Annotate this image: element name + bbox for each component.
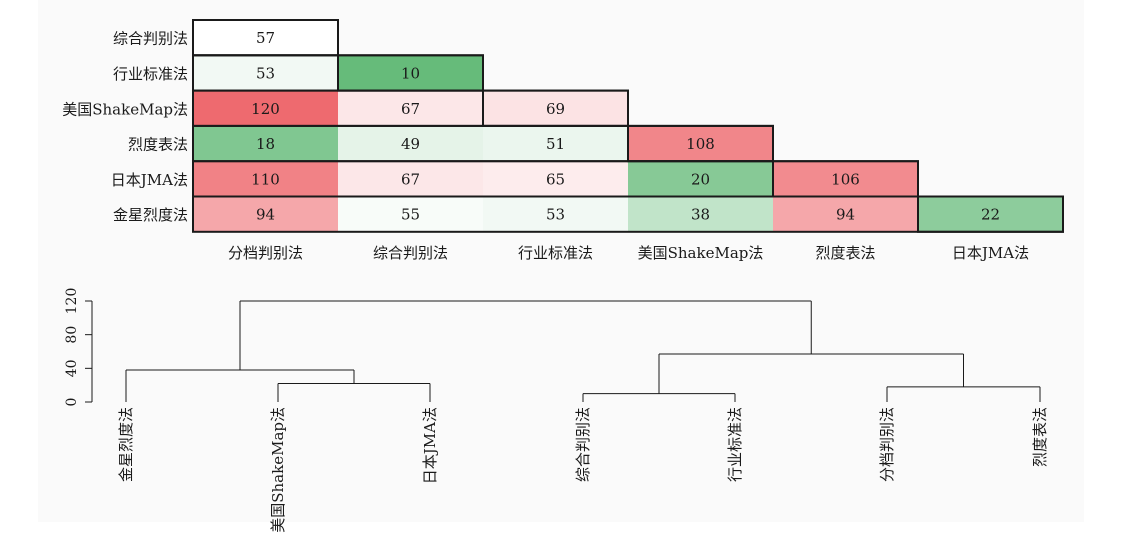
- leaf-label: 烈度表法: [1031, 407, 1049, 467]
- heatmap: 综合判别法 57 行业标准法 53 10 美国ShakeMap法 120 67 69 烈度表法 18…: [62, 19, 1064, 262]
- cell-value: 94: [256, 206, 275, 224]
- heatmap-cell: [193, 55, 338, 91]
- heatmap-cell: [193, 20, 338, 56]
- cell-value: 120: [251, 100, 280, 118]
- leaf-label: 分档判别法: [878, 407, 896, 482]
- cell-value: 22: [981, 206, 1000, 224]
- cell-value: 53: [546, 206, 565, 224]
- leaf-label: 日本JMA法: [421, 407, 439, 484]
- heatmap-cell: [483, 196, 628, 232]
- cell-value: 67: [401, 100, 420, 118]
- diagonal-cell-border: [917, 195, 1064, 233]
- cell-value: 65: [546, 170, 565, 188]
- heatmap-cell: [338, 196, 483, 232]
- heatmap-cell: [338, 90, 483, 126]
- y-tick-label: 80: [64, 326, 80, 344]
- cell-value: 53: [256, 64, 275, 82]
- leaf-label: 行业标准法: [726, 407, 744, 482]
- row-label: 综合判别法: [113, 30, 188, 48]
- cell-value: 94: [836, 206, 855, 224]
- cell-value: 57: [256, 29, 275, 47]
- cell-value: 38: [691, 206, 710, 224]
- heatmap-cell: [483, 90, 628, 126]
- heatmap-cell: [193, 196, 338, 232]
- heatmap-cell: [773, 161, 918, 197]
- leaf-label: 美国ShakeMap法: [269, 407, 287, 533]
- leaf-label: 综合判别法: [574, 407, 592, 482]
- col-label: 日本JMA法: [952, 244, 1029, 262]
- heatmap-cell: [193, 90, 338, 126]
- cell-value: 108: [686, 135, 715, 153]
- y-tick-label: 0: [64, 398, 80, 407]
- col-label: 行业标准法: [518, 244, 593, 262]
- heatmap-cell: [483, 161, 628, 197]
- heatmap-cell: [338, 161, 483, 197]
- cell-value: 51: [546, 135, 565, 153]
- col-label: 烈度表法: [815, 244, 875, 262]
- col-label: 综合判别法: [373, 244, 448, 262]
- cell-value: 20: [691, 170, 710, 188]
- col-label: 分档判别法: [228, 244, 303, 262]
- col-label: 美国ShakeMap法: [638, 244, 764, 262]
- cell-value: 10: [401, 64, 420, 82]
- heatmap-cell: [338, 125, 483, 162]
- heatmap-cell: [193, 125, 338, 162]
- cell-value: 67: [401, 170, 420, 188]
- heatmap-cell: [483, 125, 628, 162]
- row-label: 日本JMA法: [111, 171, 188, 189]
- heatmap-cell: [628, 161, 773, 197]
- heatmap-cell: [193, 161, 338, 197]
- heatmap-cell: [918, 196, 1063, 232]
- dendrogram: 0 40 80 120 金星烈度法 美国ShakeMap法 日本JMA法 综合判别法 行业标准法…: [64, 288, 1049, 533]
- leaf-label: 金星烈度法: [117, 407, 135, 482]
- cell-value: 110: [251, 170, 280, 188]
- cell-value: 18: [256, 135, 275, 153]
- row-label: 金星烈度法: [113, 206, 188, 224]
- row-label: 行业标准法: [113, 65, 188, 83]
- y-tick-label: 40: [64, 359, 80, 377]
- cell-value: 49: [401, 135, 420, 153]
- heatmap-cell: [628, 196, 773, 232]
- row-label: 烈度表法: [128, 136, 188, 154]
- cell-value: 69: [546, 100, 565, 118]
- heatmap-cell: [773, 196, 918, 232]
- heatmap-cell: [338, 55, 483, 91]
- cell-value: 106: [831, 170, 860, 188]
- row-label: 美国ShakeMap法: [62, 100, 188, 118]
- y-tick-label: 120: [64, 288, 80, 315]
- heatmap-cell: [628, 125, 773, 162]
- cell-value: 55: [401, 206, 420, 224]
